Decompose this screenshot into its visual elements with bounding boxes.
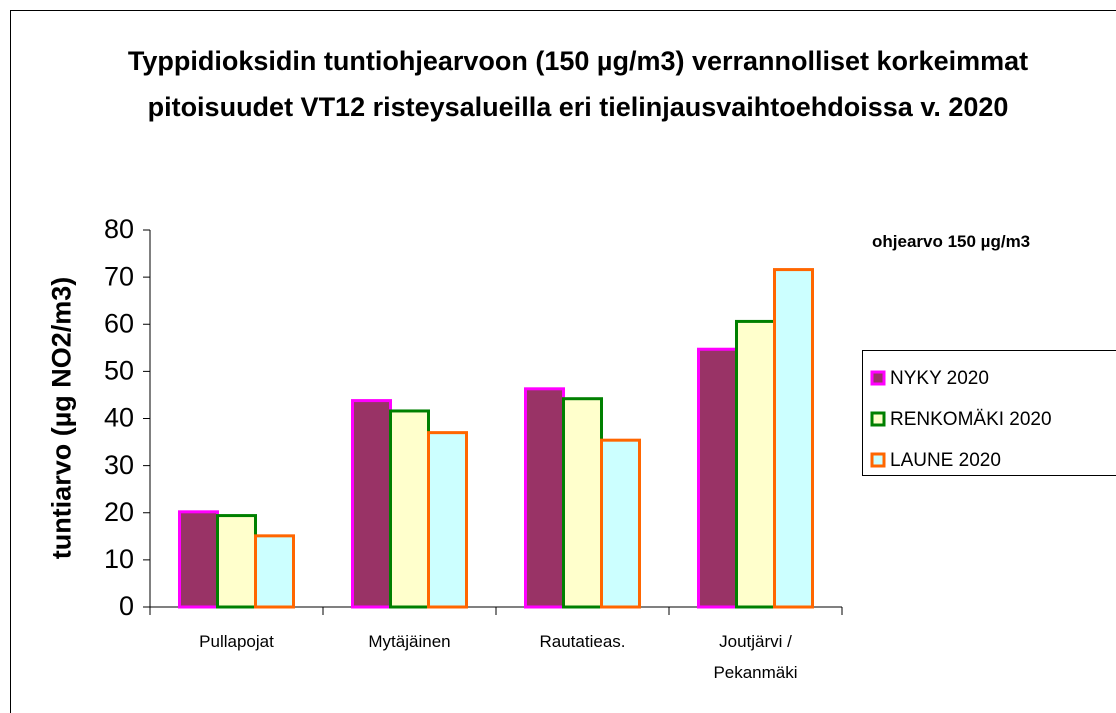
chart-title: Typpidioksidin tuntiohjearvoon (150 µg/m…	[127, 46, 1029, 122]
y-tick-label: 30	[104, 450, 134, 480]
bar	[773, 268, 814, 609]
legend-label: NYKY 2020	[890, 368, 989, 389]
legend-swatch	[870, 370, 886, 386]
x-tick-label: Mytäjäinen	[368, 632, 451, 651]
y-axis-label: tuntiarvo (µg NO2/m3)	[46, 276, 77, 560]
bar	[389, 409, 430, 609]
y-tick-label: 60	[104, 308, 134, 338]
chart-border	[10, 10, 1116, 713]
legend-box	[862, 350, 1116, 476]
legend-swatch	[870, 452, 886, 468]
y-tick-label: 10	[104, 544, 134, 574]
x-tick-label: Joutjärvi / Pekanmäki	[713, 632, 798, 682]
bar	[562, 397, 603, 609]
legend-label: RENKOMÄKI 2020	[890, 409, 1052, 430]
bar	[735, 319, 776, 609]
legend-label: LAUNE 2020	[890, 450, 1001, 471]
bar	[178, 510, 219, 609]
bar	[351, 399, 392, 609]
y-tick-label: 20	[104, 497, 134, 527]
x-tick-label: Rautatieas.	[539, 632, 626, 651]
y-tick-label: 50	[104, 356, 134, 386]
y-tick-label: 80	[104, 214, 134, 244]
y-tick-label: 0	[119, 591, 134, 621]
bar	[524, 387, 565, 609]
annotation: ohjearvo 150 µg/m3	[872, 232, 1031, 251]
bar	[254, 534, 295, 609]
bar	[427, 431, 468, 609]
bar	[216, 514, 257, 609]
y-tick-label: 70	[104, 261, 134, 291]
legend-swatch	[870, 411, 886, 427]
y-tick-label: 40	[104, 403, 134, 433]
bar	[600, 438, 641, 609]
bar	[697, 347, 738, 609]
x-tick-label: Pullapojat	[199, 632, 274, 651]
